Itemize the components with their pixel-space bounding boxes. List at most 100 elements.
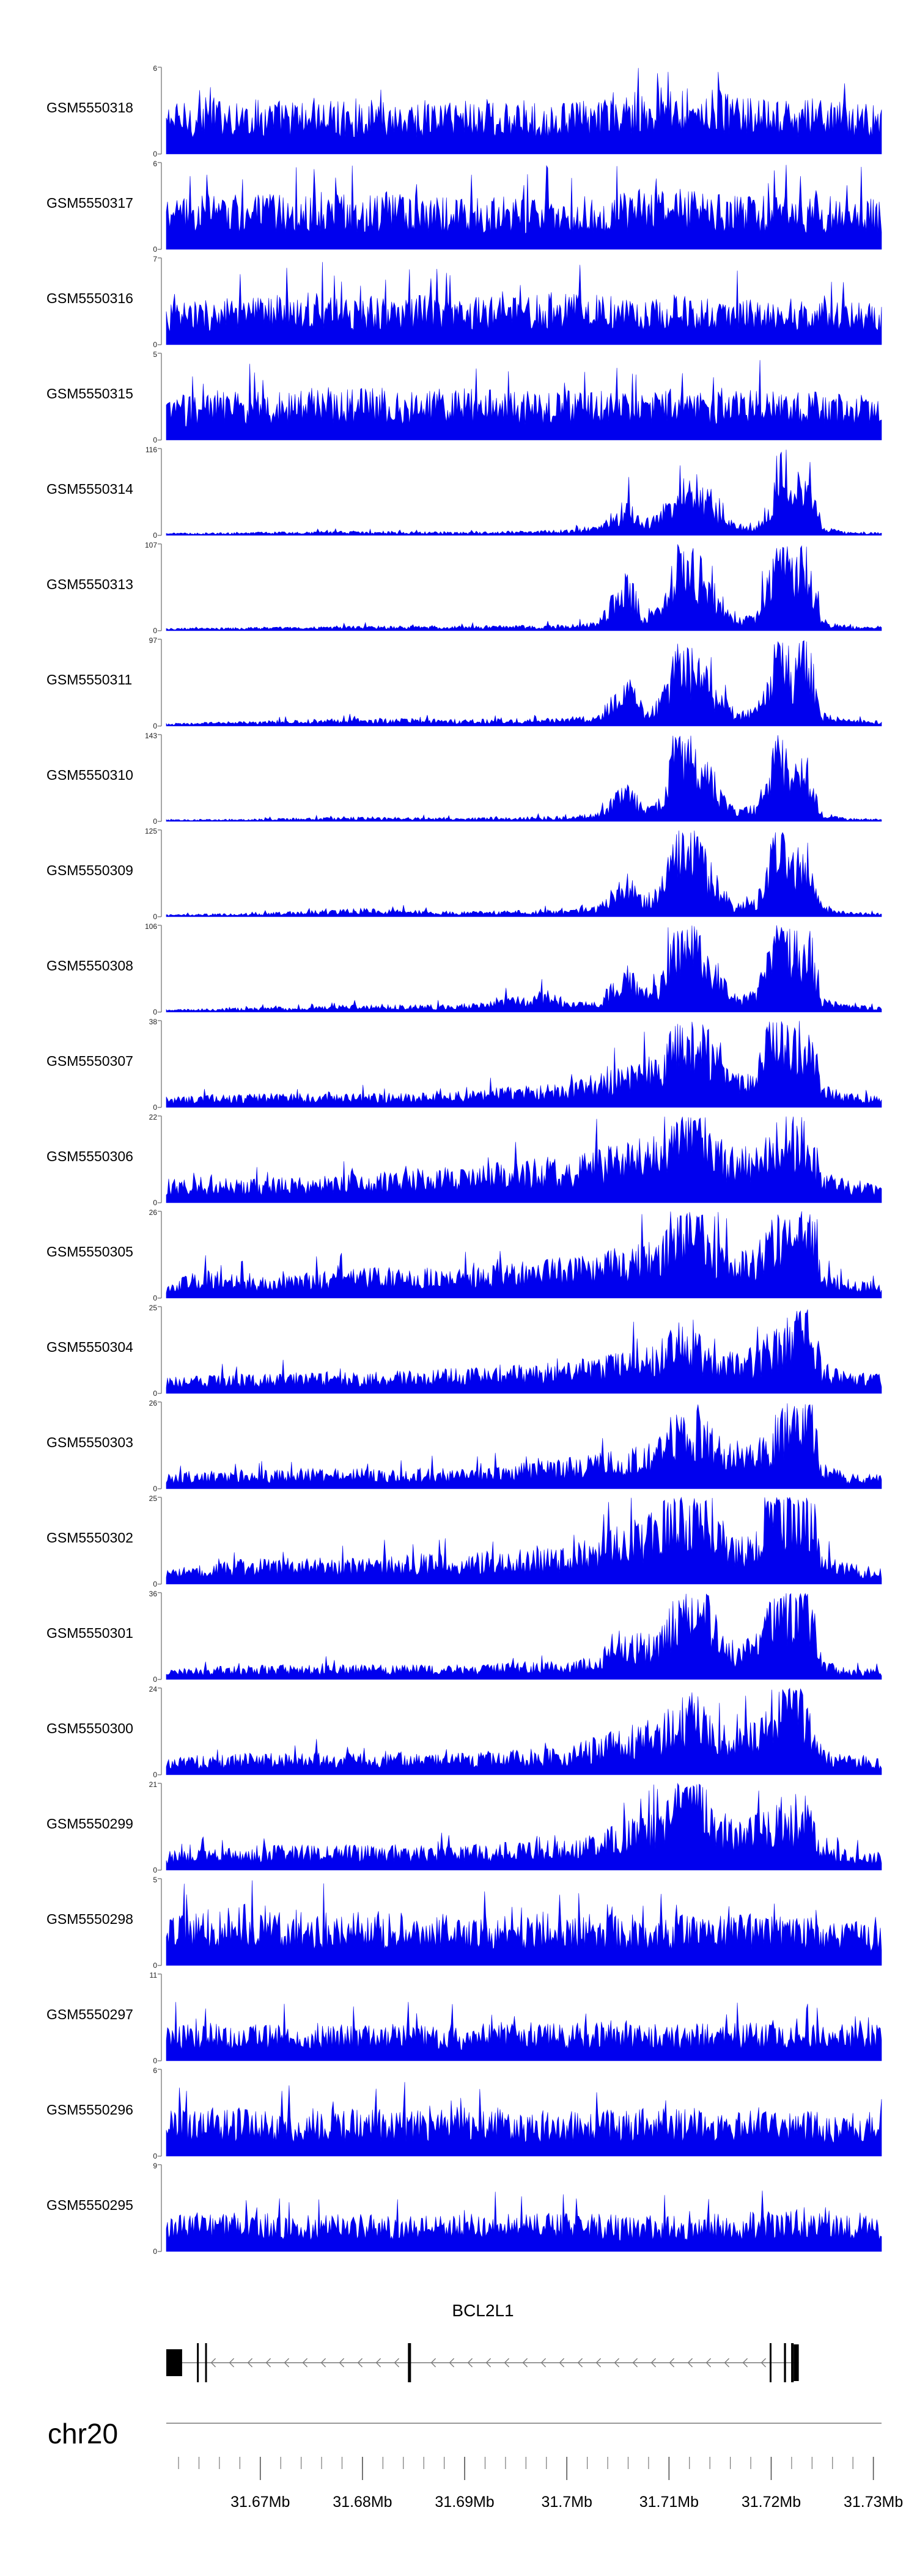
coverage-area [166, 830, 882, 917]
y-tick-label-max: 97 [149, 636, 158, 645]
y-tick-label-max: 24 [149, 1685, 158, 1693]
y-tick-label-min: 0 [153, 817, 157, 826]
y-tick-label-max: 5 [153, 350, 157, 359]
y-tick-label-max: 26 [149, 1208, 158, 1217]
strand-arrow [632, 2358, 638, 2368]
coverage-tracks: GSM555031860GSM555031760GSM555031670GSM5… [46, 64, 882, 2256]
track-label: GSM5550304 [46, 1339, 133, 1355]
y-tick-label-min: 0 [153, 626, 157, 635]
coverage-area [166, 925, 882, 1013]
y-tick-label-max: 7 [153, 255, 157, 263]
y-tick-label-min: 0 [153, 1675, 157, 1684]
strand-arrow [265, 2358, 271, 2368]
y-tick-label-max: 36 [149, 1590, 158, 1598]
y-tick-label-min: 0 [153, 1103, 157, 1112]
coverage-area [166, 2190, 882, 2252]
strand-arrow [669, 2358, 674, 2368]
strand-arrow [229, 2358, 235, 2368]
strand-arrow [650, 2358, 656, 2368]
y-tick-label-min: 0 [153, 150, 157, 158]
track-label: GSM5550311 [46, 672, 132, 688]
gene-track: BCL2L1 [166, 2301, 799, 2382]
track-GSM5550318: GSM5550318 6 0 [46, 64, 882, 158]
track-label: GSM5550295 [46, 2197, 133, 2213]
y-tick-label-min: 0 [153, 1484, 157, 1493]
y-tick-label-max: 6 [153, 2066, 157, 2075]
axis-tick-label: 31.7Mb [542, 2493, 592, 2511]
coverage-area [166, 1497, 882, 1585]
y-tick-label-min: 0 [153, 436, 157, 444]
track-label: GSM5550315 [46, 386, 133, 402]
strand-arrow [284, 2358, 290, 2368]
gene-exon [205, 2343, 207, 2382]
track-GSM5550306: GSM5550306 22 0 [46, 1113, 882, 1207]
genome-axis: chr20 31.67Mb 31.68Mb 31.69Mb 31.7Mb 31.71Mb… [48, 2418, 903, 2511]
strand-arrow [247, 2358, 253, 2368]
strand-arrow [430, 2358, 436, 2368]
y-tick-label-max: 107 [145, 541, 157, 549]
y-tick-label-min: 0 [153, 1294, 157, 1302]
y-tick-label-min: 0 [153, 2057, 157, 2065]
strand-arrow [320, 2358, 326, 2368]
coverage-area [166, 1116, 882, 1203]
y-tick-label-min: 0 [153, 1866, 157, 1874]
y-tick-label-max: 116 [145, 446, 157, 454]
strand-arrow [339, 2358, 345, 2368]
track-label: GSM5550314 [46, 481, 133, 497]
track-GSM5550305: GSM5550305 26 0 [46, 1208, 882, 1302]
y-tick-label-min: 0 [153, 1580, 157, 1588]
track-label: GSM5550309 [46, 862, 133, 878]
track-label: GSM5550313 [46, 576, 133, 592]
y-tick-label-max: 11 [150, 1971, 158, 1980]
track-GSM5550302: GSM5550302 25 0 [46, 1494, 882, 1588]
strand-arrow [724, 2358, 729, 2368]
track-label: GSM5550310 [46, 767, 133, 783]
coverage-area [166, 262, 882, 345]
gene-exon [791, 2343, 794, 2382]
y-tick-label-max: 9 [153, 2162, 157, 2170]
strand-arrow [302, 2358, 308, 2368]
gene-exon [769, 2343, 772, 2382]
track-GSM5550310: GSM5550310 143 0 [46, 732, 882, 826]
coverage-area [166, 164, 882, 250]
strand-arrow [522, 2358, 528, 2368]
gene-exon [784, 2343, 786, 2382]
track-GSM5550313: GSM5550313 107 0 [46, 541, 882, 635]
strand-arrow [210, 2358, 216, 2368]
track-GSM5550308: GSM5550308 106 0 [46, 922, 882, 1016]
gene-name-label: BCL2L1 [452, 2301, 514, 2320]
axis-tick-label: 31.71Mb [639, 2493, 699, 2511]
coverage-area [166, 1211, 882, 1299]
coverage-area [166, 735, 882, 822]
y-tick-label-max: 125 [145, 827, 157, 835]
strand-arrow [614, 2358, 619, 2368]
track-GSM5550297: GSM5550297 11 0 [46, 1971, 882, 2065]
y-tick-label-max: 6 [153, 160, 157, 168]
track-label: GSM5550318 [46, 100, 133, 116]
axis-tick-label: 31.69Mb [435, 2493, 494, 2511]
track-label: GSM5550306 [46, 1148, 133, 1164]
coverage-area [166, 1880, 882, 1966]
track-label: GSM5550301 [46, 1625, 133, 1641]
gene-exon [794, 2344, 799, 2381]
y-tick-label-min: 0 [153, 722, 157, 730]
track-GSM5550300: GSM5550300 24 0 [46, 1685, 882, 1779]
y-tick-label-min: 0 [153, 340, 157, 349]
coverage-area [166, 1021, 882, 1108]
track-GSM5550317: GSM5550317 6 0 [46, 160, 882, 254]
y-tick-label-max: 6 [153, 64, 157, 73]
strand-arrow [705, 2358, 711, 2368]
track-GSM5550311: GSM5550311 97 0 [46, 636, 882, 730]
track-GSM5550298: GSM5550298 5 0 [46, 1876, 882, 1970]
strand-arrow [540, 2358, 547, 2368]
track-GSM5550299: GSM5550299 21 0 [46, 1780, 882, 1874]
track-GSM5550314: GSM5550314 116 0 [46, 446, 882, 540]
y-tick-label-min: 0 [153, 531, 157, 540]
coverage-area [166, 360, 882, 441]
axis-tick-label: 31.72Mb [742, 2493, 801, 2511]
strand-arrow [687, 2358, 693, 2368]
coverage-area [166, 1687, 882, 1775]
track-label: GSM5550299 [46, 1816, 133, 1832]
track-GSM5550309: GSM5550309 125 0 [46, 827, 882, 921]
